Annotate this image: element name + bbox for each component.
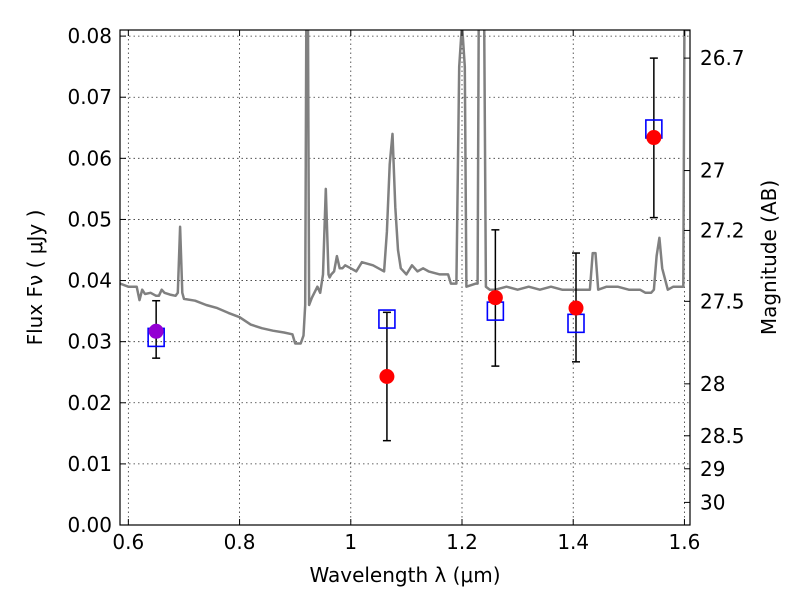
y-axis-title-right: Magnitude (AB) <box>757 180 781 335</box>
right-tick-label: 28.5 <box>700 424 745 448</box>
x-tick-label: 1.2 <box>446 530 478 554</box>
observed-flux-marker <box>646 130 662 146</box>
model-square-marker <box>378 309 396 329</box>
observed-flux-marker <box>568 300 584 316</box>
y-tick-label: 0.02 <box>67 391 112 415</box>
y-tick-label: 0.04 <box>67 269 112 293</box>
model-spectrum-line <box>120 30 690 345</box>
plot-frame <box>119 29 691 526</box>
x-tick-label: 1 <box>344 530 357 554</box>
x-tick-label: 1.4 <box>557 530 589 554</box>
right-tick-label: 29 <box>700 457 725 481</box>
y-tick-label: 0.06 <box>67 146 112 170</box>
model-spectrum-layer <box>120 30 690 345</box>
observed-flux-marker <box>148 323 164 339</box>
y-tick-label: 0.03 <box>67 330 112 354</box>
axis-layer: 0.6 0.8 1 1.2 1.4 1.6 0.00 0.01 0.02 0.03 0.04 0.05… <box>67 24 744 554</box>
observed-flux-marker <box>379 369 395 384</box>
right-tick-label: 27.5 <box>700 289 745 313</box>
x-tick-label: 0.6 <box>112 530 144 554</box>
right-tick-label: 27.2 <box>700 218 745 242</box>
grid-layer <box>120 30 690 526</box>
right-tick-label: 26.7 <box>700 46 745 70</box>
y-axis-title-left: Flux Fν ( μJy ) <box>23 210 47 346</box>
y-tick-label: 0.05 <box>67 207 112 231</box>
y-tick-label: 0.01 <box>67 452 112 476</box>
x-tick-label: 0.8 <box>224 530 256 554</box>
right-tick-label: 30 <box>700 490 725 514</box>
y-tick-label: 0.07 <box>67 85 112 109</box>
x-tick-label: 1.6 <box>669 530 701 554</box>
right-tick-label: 28 <box>700 372 725 396</box>
observed-flux-marker <box>487 290 503 306</box>
y-tick-label: 0.08 <box>67 24 112 48</box>
marker-layer <box>147 119 663 384</box>
error-bar-layer <box>152 57 658 442</box>
x-axis-title: Wavelength λ (μm) <box>309 563 500 587</box>
y-tick-label: 0.00 <box>67 513 112 537</box>
right-tick-label: 27 <box>700 159 725 183</box>
